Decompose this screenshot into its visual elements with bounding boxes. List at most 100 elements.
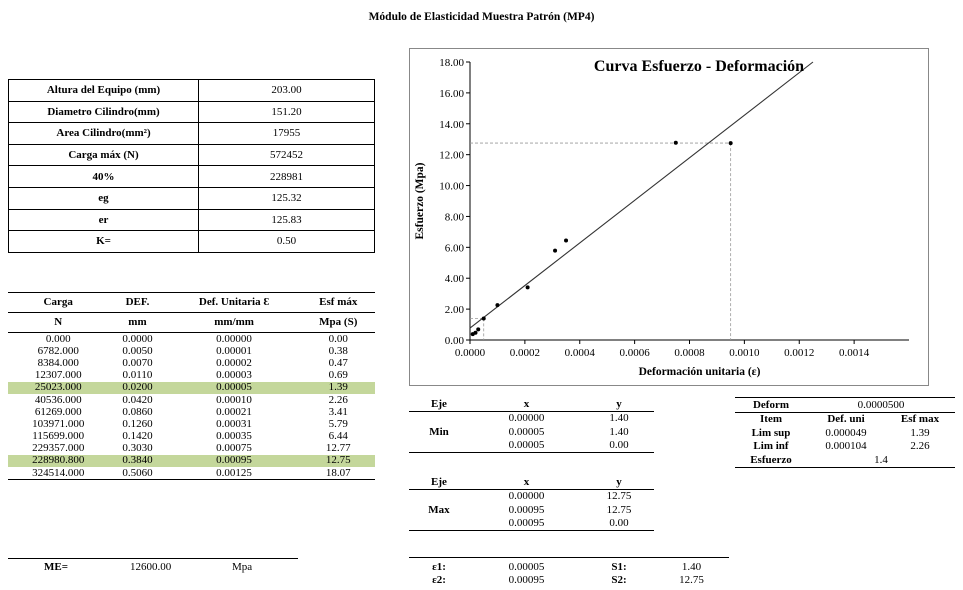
def-cell: 0.0000 bbox=[122, 332, 153, 345]
esf-max-cell: 2.26 bbox=[328, 393, 348, 406]
eje-min-x: 0.00000 bbox=[508, 412, 545, 425]
property-row: 40% 228981 bbox=[8, 165, 375, 188]
esf-max-cell: 0.69 bbox=[328, 369, 348, 382]
properties-table: Altura del Equipo (mm) 203.00 Diametro Cil… bbox=[8, 79, 375, 253]
def-cell: 0.0420 bbox=[122, 393, 153, 406]
y-tick-label: 6.00 bbox=[445, 242, 465, 254]
eje-max-x: 0.00000 bbox=[508, 490, 545, 503]
deform-table: Deform 0.0000500 Item Def. uni Esf max L… bbox=[735, 397, 955, 468]
col-header-carga: Carga bbox=[8, 292, 109, 313]
stress-label: S2: bbox=[611, 574, 627, 587]
eje-min-x: 0.00005 bbox=[469, 438, 584, 453]
eje-max-row: 0.00000 12.75 bbox=[409, 489, 654, 503]
def-cell: 0.0860 bbox=[122, 405, 153, 418]
eje-max-y: 12.75 bbox=[606, 490, 632, 503]
eje-min-col-x: x bbox=[469, 397, 584, 412]
property-value: 0.50 bbox=[198, 230, 375, 253]
table-row: 115699.000 0.1420 0.00035 6.44 bbox=[8, 431, 375, 443]
eje-max-col-x: x bbox=[469, 475, 584, 490]
eje-max-row: 0.00095 0.00 bbox=[409, 516, 654, 531]
lim-sup-label: Lim sup bbox=[751, 426, 791, 439]
lim-sup-def: 0.000049 bbox=[825, 426, 867, 439]
x-tick-label: 0.0004 bbox=[565, 347, 596, 359]
def-cell: 0.0050 bbox=[122, 344, 153, 357]
me-divider bbox=[8, 558, 298, 559]
eje-max-col-y: y bbox=[584, 475, 654, 490]
y-tick-label: 10.00 bbox=[439, 181, 464, 193]
x-axis-label: Deformación unitaria (ε) bbox=[639, 366, 761, 378]
deform-col-def: Def. uni bbox=[807, 411, 885, 426]
data-point bbox=[673, 140, 678, 145]
def-unitaria-cell: 0.00002 bbox=[216, 356, 252, 369]
epsilon-row: ε2: 0.00095 S2: 12.75 bbox=[409, 574, 729, 588]
unit-def: mm bbox=[108, 312, 167, 333]
def-unitaria-cell: 0.00125 bbox=[166, 467, 302, 481]
table-row: 103971.000 0.1260 0.00031 5.79 bbox=[8, 418, 375, 430]
y-tick-label: 16.00 bbox=[439, 88, 464, 100]
property-row: eg 125.32 bbox=[8, 186, 375, 210]
me-value: 12600.00 bbox=[130, 561, 172, 573]
property-label: Diametro Cilindro(mm) bbox=[8, 100, 199, 124]
property-row: Area Cilindro(mm²) 17955 bbox=[8, 122, 375, 145]
def-unitaria-cell: 0.00005 bbox=[166, 381, 302, 394]
esfuerzo-row: Esfuerzo 1.4 bbox=[735, 453, 955, 468]
y-tick-label: 0.00 bbox=[445, 335, 465, 347]
eje-min-x: 0.00005 bbox=[508, 425, 545, 438]
eje-max-label: Max bbox=[428, 503, 450, 516]
property-value: 125.83 bbox=[198, 208, 375, 232]
eje-min-table: Eje x y 0.00000 1.40 Min 0.00005 1.40 0.… bbox=[409, 397, 654, 453]
stress-strain-chart: 0.00 2.00 4.00 6.00 8.00 10.00 12.00 14.00 16.00… bbox=[414, 57, 909, 378]
esf-max-cell: 0.38 bbox=[328, 344, 348, 357]
deform-col-item: Item bbox=[735, 411, 807, 426]
table-row: 61269.000 0.0860 0.00021 3.41 bbox=[8, 406, 375, 418]
def-cell: 0.0200 bbox=[108, 381, 167, 394]
carga-cell: 6782.000 bbox=[37, 344, 79, 357]
carga-cell: 0.000 bbox=[45, 332, 71, 345]
data-point bbox=[564, 238, 569, 243]
def-cell: 0.5060 bbox=[108, 467, 167, 481]
eje-min-y: 0.00 bbox=[584, 438, 654, 453]
property-row: Carga máx (N) 572452 bbox=[8, 143, 375, 167]
epsilon-table: ε1: 0.00005 S1: 1.40 ε2: 0.00095 S2: 12.… bbox=[409, 560, 729, 587]
lim-inf-label: Lim inf bbox=[753, 440, 789, 453]
table-row: 228980.800 0.3840 0.00095 12.75 bbox=[8, 454, 375, 468]
data-point bbox=[525, 285, 530, 290]
carga-cell: 12307.000 bbox=[34, 369, 82, 382]
def-cell: 0.3840 bbox=[108, 454, 167, 468]
carga-cell: 228980.800 bbox=[8, 454, 109, 468]
table-row: 8384.000 0.0070 0.00002 0.47 bbox=[8, 357, 375, 369]
eje-min-row: 0.00000 1.40 bbox=[409, 411, 654, 425]
x-tick-label: 0.0006 bbox=[620, 347, 651, 359]
lim-inf-def: 0.000104 bbox=[825, 440, 867, 453]
epsilon-label: ε1: bbox=[432, 560, 446, 573]
eje-min-col-eje: Eje bbox=[409, 397, 469, 412]
property-label: er bbox=[8, 208, 199, 232]
y-tick-label: 18.00 bbox=[439, 57, 464, 69]
carga-cell: 115699.000 bbox=[32, 430, 85, 443]
lim-sup-esf: 1.39 bbox=[910, 426, 930, 439]
y-tick-label: 12.00 bbox=[439, 150, 464, 162]
def-unitaria-cell: 0.00035 bbox=[216, 430, 252, 443]
deform-row: Lim sup 0.000049 1.39 bbox=[735, 426, 955, 440]
def-unitaria-cell: 0.00000 bbox=[216, 332, 252, 345]
col-header-def-unitaria: Def. Unitaria Ɛ bbox=[166, 292, 302, 313]
data-point bbox=[495, 303, 500, 308]
esf-max-cell: 12.75 bbox=[301, 454, 375, 468]
esfuerzo-value: 1.4 bbox=[807, 453, 955, 468]
epsilon-label: ε2: bbox=[432, 574, 446, 587]
property-value: 572452 bbox=[198, 143, 375, 167]
data-header-row: Carga DEF. Def. Unitaria Ɛ Esf máx bbox=[8, 292, 375, 313]
esf-max-cell: 12.77 bbox=[325, 442, 351, 455]
chart-title: Curva Esfuerzo - Deformación bbox=[594, 58, 804, 75]
epsilon-value: 0.00005 bbox=[508, 560, 545, 573]
data-point bbox=[476, 327, 481, 332]
x-tick-label: 0.0002 bbox=[510, 347, 540, 359]
def-cell: 0.0110 bbox=[122, 369, 153, 382]
property-label: Carga máx (N) bbox=[8, 143, 199, 167]
eje-min-row: 0.00005 0.00 bbox=[409, 438, 654, 453]
deform-row: Lim inf 0.000104 2.26 bbox=[735, 440, 955, 454]
data-point bbox=[481, 316, 486, 321]
data-point bbox=[728, 141, 733, 146]
esf-max-cell: 1.39 bbox=[301, 381, 375, 394]
esfuerzo-label: Esfuerzo bbox=[735, 453, 807, 468]
